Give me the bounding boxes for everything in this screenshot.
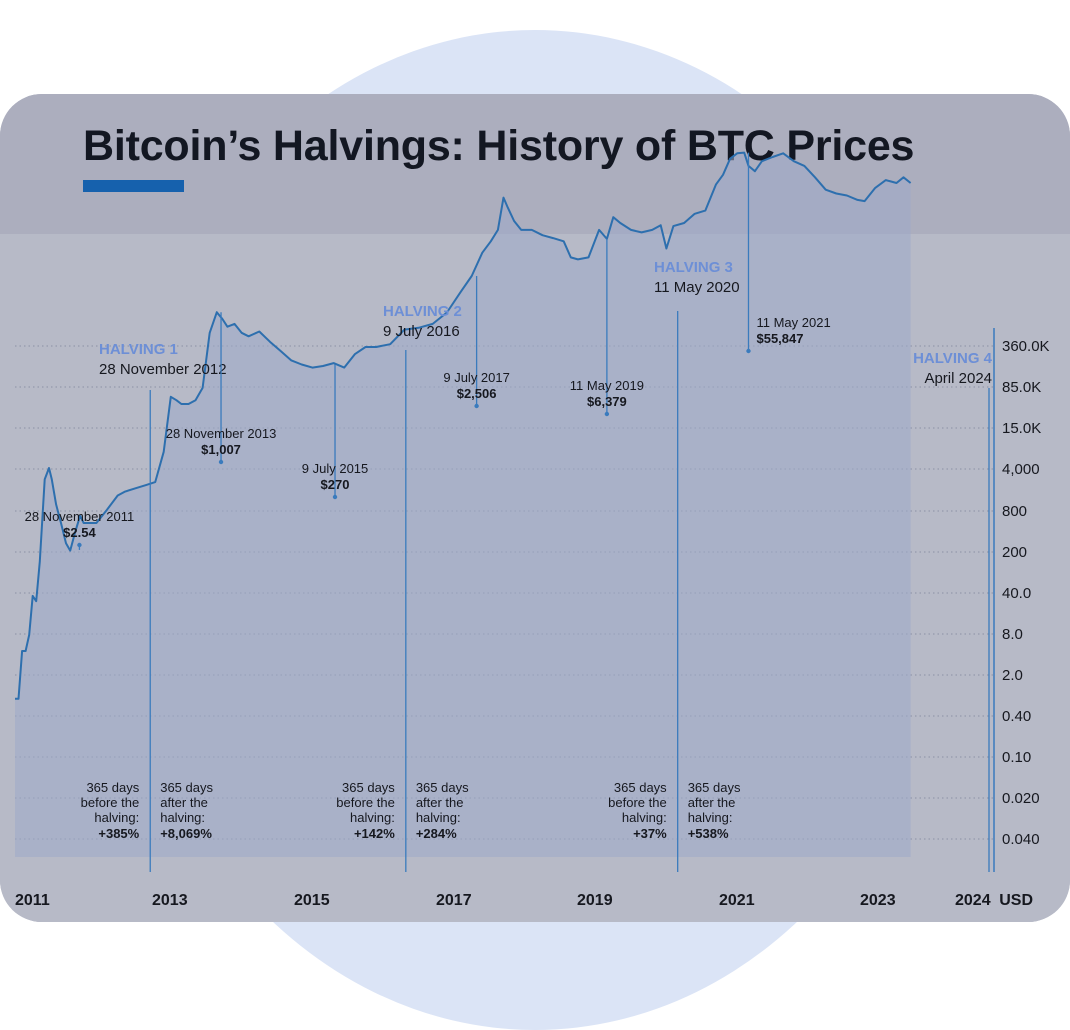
y-tick-label: 0.40 (1002, 708, 1031, 725)
annotation-date: 9 July 2015 (302, 461, 369, 476)
annotation-dot (746, 348, 751, 354)
period-note-text: 365 days (160, 780, 213, 795)
period-note-text: 365 days (86, 780, 139, 795)
price-line (15, 151, 912, 700)
period-note-text: halving: (160, 810, 205, 825)
halving-date: 11 May 2020 (654, 279, 740, 296)
title-accent-bar (83, 180, 184, 192)
period-note-value: +385% (98, 826, 139, 841)
halving-date: 9 July 2016 (383, 323, 460, 340)
x-tick-label: 2023 (860, 892, 896, 909)
y-tick-label: 0.020 (1002, 790, 1040, 807)
x-tick-label: 2017 (436, 892, 472, 909)
period-note-text: before the (81, 795, 140, 810)
period-note-text: halving: (94, 810, 139, 825)
axis-unit-label: USD (999, 892, 1033, 909)
period-note-text: after the (688, 795, 736, 810)
y-tick-label: 200 (1002, 544, 1027, 561)
halving-date: 28 November 2012 (99, 361, 227, 378)
period-note-text: halving: (688, 810, 733, 825)
annotation-dot (604, 411, 610, 417)
x-tick-label: 2013 (152, 892, 188, 909)
period-note-value: +538% (688, 826, 729, 841)
annotation-price: $270 (321, 477, 350, 492)
annotation-price: $2,506 (457, 386, 497, 401)
period-note-text: 365 days (342, 780, 395, 795)
annotation-dot (218, 459, 224, 465)
period-note-text: halving: (350, 810, 395, 825)
annotation-price: $1,007 (201, 442, 241, 457)
halving-label: HALVING 2 (383, 303, 462, 320)
y-tick-label: 4,000 (1002, 461, 1040, 478)
halving-date: April 2024 (924, 370, 992, 387)
period-note-text: halving: (416, 810, 461, 825)
period-note-text: 365 days (614, 780, 667, 795)
y-tick-label: 15.0K (1002, 420, 1041, 437)
period-note-text: 365 days (416, 780, 469, 795)
period-note-value: +284% (416, 826, 457, 841)
period-note-value: +37% (633, 826, 667, 841)
period-note-text: after the (160, 795, 208, 810)
period-note-text: after the (416, 795, 464, 810)
annotation-date: 28 November 2013 (166, 426, 277, 441)
period-note-text: halving: (622, 810, 667, 825)
period-note-text: before the (608, 795, 667, 810)
annotation-date: 28 November 2011 (25, 509, 135, 524)
halving-label: HALVING 1 (99, 341, 178, 358)
annotation-dot (77, 542, 82, 548)
y-tick-label: 40.0 (1002, 585, 1031, 602)
period-note-value: +8,069% (160, 826, 212, 841)
annotation-dot (332, 494, 338, 500)
y-tick-label: 8.0 (1002, 626, 1023, 643)
y-tick-label: 0.040 (1002, 831, 1040, 848)
y-tick-label: 2.0 (1002, 667, 1023, 684)
annotation-price: $2.54 (63, 525, 96, 540)
period-note-value: +142% (354, 826, 395, 841)
y-tick-label: 360.0K (1002, 338, 1050, 355)
x-tick-label: 2021 (719, 892, 755, 909)
y-tick-label: 0.10 (1002, 749, 1031, 766)
annotation-price: $55,847 (756, 331, 803, 346)
annotation-date: 11 May 2021 (756, 315, 830, 330)
annotation-dot (474, 403, 479, 409)
annotation-date: 9 July 2017 (443, 370, 510, 385)
x-tick-label: 2024 (955, 892, 991, 909)
halving-label: HALVING 3 (654, 259, 733, 276)
period-note-text: 365 days (688, 780, 741, 795)
halving-label: HALVING 4 (913, 350, 993, 367)
annotation-date: 11 May 2019 (570, 378, 644, 393)
annotation-price: $6,379 (587, 394, 627, 409)
price-area (15, 152, 911, 858)
x-tick-label: 2015 (294, 892, 330, 909)
x-tick-label: 2019 (577, 892, 613, 909)
period-note-text: before the (336, 795, 395, 810)
y-tick-label: 85.0K (1002, 379, 1041, 396)
x-tick-label: 2011 (15, 892, 50, 909)
y-tick-label: 800 (1002, 503, 1027, 520)
